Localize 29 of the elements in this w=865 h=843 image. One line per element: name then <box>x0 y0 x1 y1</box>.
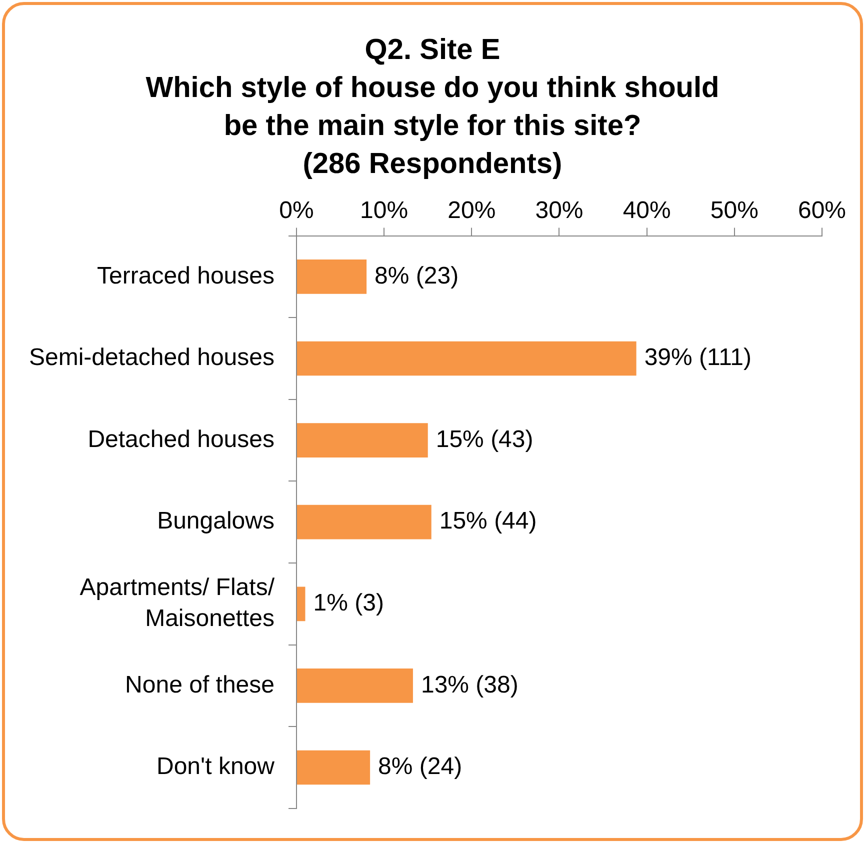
x-tick-label: 50% <box>710 197 758 224</box>
y-tick-label: Apartments/ Flats/ Maisonettes <box>80 574 275 632</box>
y-tick-label: Detached houses <box>88 426 274 453</box>
data-label: 13% (38) <box>420 671 518 698</box>
data-label: 39% (111) <box>644 344 752 372</box>
y-tick-label: Bungalows <box>157 508 274 535</box>
data-label: 15% (44) <box>439 508 537 535</box>
bar <box>296 586 306 622</box>
bar <box>296 668 413 703</box>
x-tick-label: 40% <box>622 197 671 224</box>
x-tick-label: 60% <box>798 197 846 224</box>
bar <box>296 750 370 785</box>
x-tick-label: 0% <box>279 197 314 224</box>
bar <box>296 341 636 376</box>
x-tick-label: 30% <box>535 197 584 224</box>
data-label: 8% (23) <box>374 262 459 290</box>
bar <box>296 504 432 540</box>
bar <box>296 423 428 458</box>
bar <box>296 260 367 294</box>
y-tick-label: None of these <box>125 671 274 698</box>
x-tick-label: 10% <box>360 197 408 224</box>
data-label: 8% (24) <box>378 753 462 780</box>
data-label: 15% (43) <box>436 426 534 453</box>
x-tick-label: 20% <box>448 197 496 224</box>
y-tick-label: Don't know <box>156 753 276 780</box>
chart-title: Q2. Site E Which style of house do you think should be the main style for this site? (286 Respondents) <box>144 33 720 182</box>
data-label: 1% (3) <box>313 590 384 617</box>
y-tick-label: Terraced houses <box>97 262 274 290</box>
y-tick-label: Semi-detached houses <box>29 344 274 372</box>
